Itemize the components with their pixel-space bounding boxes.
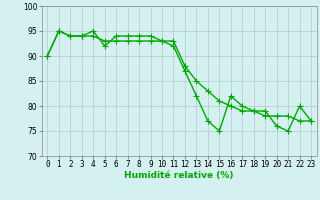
X-axis label: Humidité relative (%): Humidité relative (%): [124, 171, 234, 180]
